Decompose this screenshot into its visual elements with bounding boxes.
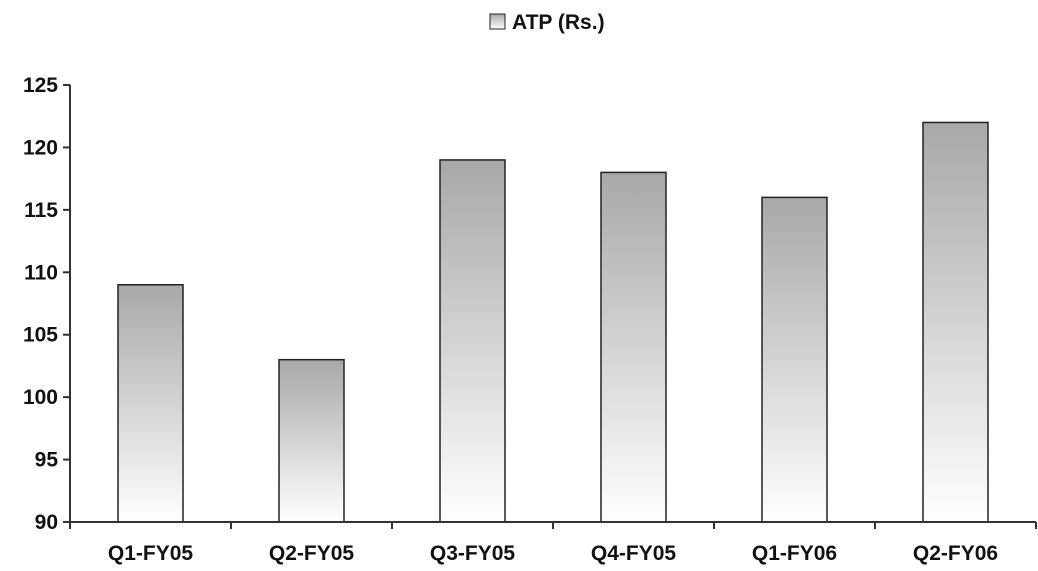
x-tick-label: Q4-FY05	[591, 542, 677, 565]
legend-swatch	[489, 13, 506, 30]
y-tick-label: 120	[23, 136, 58, 159]
y-tick-label: 115	[24, 199, 58, 222]
y-axis-ticks: 90 95 100 105 110 115 120 125	[23, 74, 70, 534]
y-tick-label: 100	[23, 386, 58, 409]
bar-q4-fy05	[600, 171, 667, 523]
legend-label: ATP (Rs.)	[512, 11, 605, 34]
y-tick-label: 125	[23, 74, 58, 97]
bar-q2-fy05	[278, 358, 345, 523]
bar-q3-fy05	[439, 159, 506, 523]
x-tick-label: Q2-FY05	[269, 542, 355, 565]
y-tick-label: 105	[23, 324, 58, 347]
y-tick-label: 90	[35, 511, 58, 534]
y-tick-label: 95	[35, 449, 59, 472]
y-tick-label: 110	[24, 261, 58, 284]
x-tick-label: Q1-FY06	[752, 542, 837, 565]
x-tick-label: Q1-FY05	[108, 542, 194, 565]
bar-q2-fy06	[922, 121, 989, 523]
x-tick-label: Q2-FY06	[913, 542, 998, 565]
bars	[117, 121, 989, 523]
x-tick-label: Q3-FY05	[430, 542, 516, 565]
bar-q1-fy06	[761, 196, 828, 523]
bar-q1-fy05	[117, 284, 184, 523]
x-axis-ticks: Q1-FY05 Q2-FY05 Q3-FY05 Q4-FY05 Q1-FY06 Q2-FY…	[69, 522, 1037, 565]
legend: ATP (Rs.)	[489, 11, 605, 34]
